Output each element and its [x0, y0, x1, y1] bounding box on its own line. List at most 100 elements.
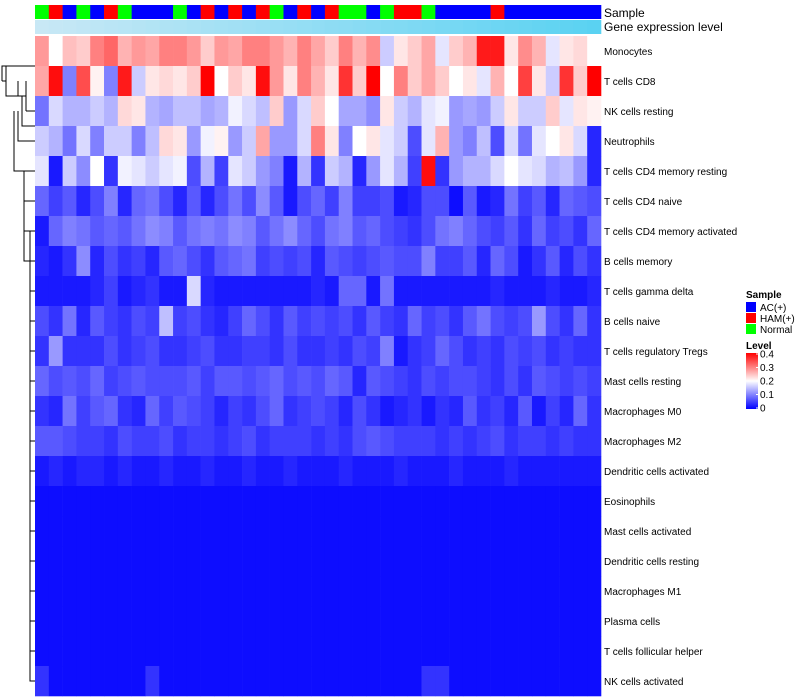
row-label: T cells CD8	[604, 77, 656, 88]
heatmap-cell	[200, 636, 215, 667]
heatmap-cell	[545, 666, 560, 697]
heatmap-cell	[476, 576, 491, 607]
heatmap-cell	[62, 366, 77, 397]
heatmap-cell	[476, 216, 491, 247]
heatmap-cell	[269, 516, 284, 547]
heatmap-cell	[366, 336, 381, 367]
heatmap-cell	[518, 396, 533, 427]
heatmap-cell	[490, 66, 505, 97]
heatmap-cell	[186, 216, 201, 247]
heatmap-cell	[159, 636, 174, 667]
heatmap-cell	[338, 396, 353, 427]
sample-annotation-cell	[35, 5, 50, 19]
heatmap-cell	[90, 156, 105, 187]
heatmap-cell	[366, 186, 381, 217]
heatmap-cell	[435, 36, 450, 67]
heatmap-cell	[90, 516, 105, 547]
heatmap-cell	[35, 246, 50, 277]
heatmap-cell	[352, 336, 367, 367]
heatmap-cell	[200, 156, 215, 187]
heatmap-cell	[559, 306, 574, 337]
heatmap-cell	[48, 546, 63, 577]
expression-annotation-cell	[366, 20, 381, 34]
heatmap-cell	[62, 666, 77, 697]
heatmap-cell	[131, 546, 146, 577]
heatmap-cell	[559, 66, 574, 97]
expression-annotation-cell	[35, 20, 50, 34]
heatmap-cell	[449, 66, 464, 97]
heatmap-cell	[435, 366, 450, 397]
heatmap-cell	[35, 186, 50, 217]
heatmap-cell	[518, 426, 533, 457]
heatmap-cell	[255, 606, 270, 637]
heatmap-cell	[283, 246, 298, 277]
heatmap-cell	[228, 156, 243, 187]
heatmap-cell	[435, 666, 450, 697]
heatmap-cell	[352, 636, 367, 667]
heatmap-cell	[255, 126, 270, 157]
heatmap-cell	[242, 126, 257, 157]
heatmap-cell	[393, 486, 409, 517]
heatmap-cell	[518, 96, 533, 127]
heatmap-cell	[324, 576, 340, 607]
heatmap-cell	[531, 576, 547, 607]
heatmap-cell	[587, 306, 602, 337]
heatmap-cell	[531, 186, 547, 217]
heatmap-cell	[104, 516, 119, 547]
heatmap-cell	[587, 486, 602, 517]
heatmap-cell	[173, 276, 188, 307]
heatmap-cell	[200, 516, 215, 547]
sample-annotation-cell	[380, 5, 395, 19]
heatmap-cell	[324, 456, 340, 487]
heatmap-cell	[90, 576, 105, 607]
heatmap-cell	[173, 36, 188, 67]
heatmap-cell	[518, 36, 533, 67]
heatmap-cell	[228, 456, 243, 487]
heatmap-cell	[76, 636, 91, 667]
heatmap-cell	[35, 216, 50, 247]
heatmap-cell	[559, 156, 574, 187]
heatmap-cell	[407, 396, 422, 427]
heatmap-cell	[545, 156, 560, 187]
heatmap-cell	[531, 486, 547, 517]
heatmap-cell	[462, 96, 478, 127]
heatmap-cell	[131, 216, 146, 247]
heatmap-cell	[145, 396, 160, 427]
heatmap-cell	[90, 96, 105, 127]
heatmap-cell	[297, 156, 312, 187]
heatmap-cell	[545, 576, 560, 607]
heatmap-cell	[449, 306, 464, 337]
heatmap-cell	[242, 636, 257, 667]
row-label: Monocytes	[604, 47, 652, 58]
heatmap-cell	[35, 96, 50, 127]
heatmap-cell	[214, 426, 229, 457]
heatmap-cell	[380, 126, 395, 157]
expression-annotation-cell	[421, 20, 436, 34]
heatmap-cell	[145, 276, 160, 307]
row-label: Dendritic cells activated	[604, 467, 709, 478]
heatmap-cell	[338, 306, 353, 337]
heatmap-cell	[145, 216, 160, 247]
heatmap-cell	[48, 576, 63, 607]
heatmap-cell	[587, 126, 602, 157]
heatmap-cell	[200, 486, 215, 517]
heatmap-cell	[324, 276, 340, 307]
heatmap-cell	[324, 606, 340, 637]
heatmap-cell	[200, 96, 215, 127]
heatmap-cell	[573, 186, 588, 217]
heatmap-cell	[200, 366, 215, 397]
heatmap-cell	[476, 336, 491, 367]
legend-entry-label: Normal	[760, 325, 792, 336]
heatmap-cell	[269, 216, 284, 247]
heatmap-cell	[559, 486, 574, 517]
heatmap-cell	[104, 426, 119, 457]
heatmap-cell	[449, 636, 464, 667]
heatmap-cell	[228, 36, 243, 67]
heatmap-cell	[324, 216, 340, 247]
heatmap-cell	[35, 486, 50, 517]
heatmap-cell	[559, 96, 574, 127]
heatmap-cell	[449, 396, 464, 427]
heatmap-cell	[242, 546, 257, 577]
row-label: T cells follicular helper	[604, 647, 703, 658]
heatmap-cell	[48, 426, 63, 457]
